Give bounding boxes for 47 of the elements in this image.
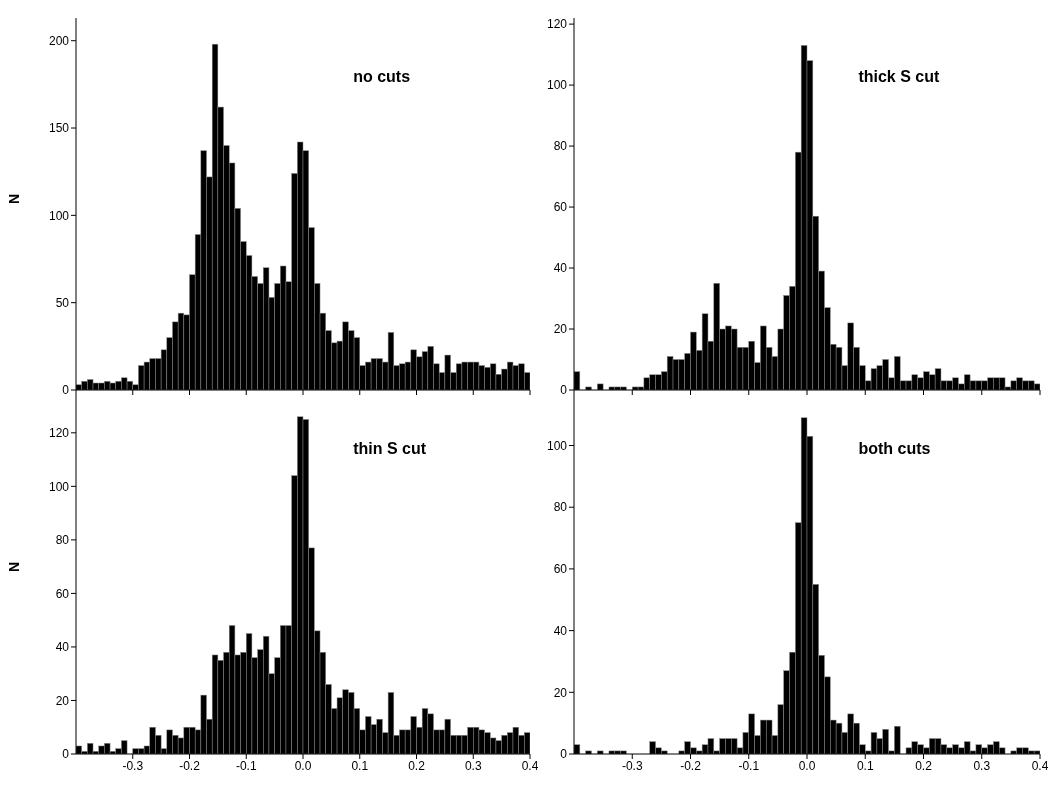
x-tick-label: 0.4: [521, 758, 539, 773]
y-tick-label: 40: [55, 640, 70, 655]
y-tick-label: 100: [546, 78, 568, 93]
x-tick-label: -0.3: [621, 758, 643, 773]
x-tick-label: 0.4: [1031, 758, 1049, 773]
y-tick-label: 20: [553, 685, 568, 700]
annotation: both cuts: [858, 440, 931, 458]
y-tick-label: 50: [55, 295, 70, 310]
y-tick-label: 100: [48, 479, 70, 494]
y-tick-label: 100: [48, 208, 70, 223]
y-tick-label: 120: [48, 426, 70, 441]
y-tick-label: 60: [553, 562, 568, 577]
x-tick-label: 0.0: [798, 758, 816, 773]
x-tick-label: -0.2: [680, 758, 702, 773]
annotation: thick S cut: [858, 68, 940, 86]
y-tick-label: 80: [553, 500, 568, 515]
x-tick-label: 0.2: [408, 758, 426, 773]
y-tick-label: 0: [560, 383, 568, 398]
y-tick-label: 80: [55, 533, 70, 548]
y-tick-label: 100: [546, 438, 568, 453]
y-tick-label: 0: [62, 383, 70, 398]
y-axis-title: N: [5, 193, 22, 204]
y-tick-label: 200: [48, 33, 70, 48]
x-tick-label: 0.0: [294, 758, 312, 773]
y-tick-label: 20: [55, 693, 70, 708]
y-tick-label: 40: [553, 623, 568, 638]
y-tick-label: 20: [553, 322, 568, 337]
y-tick-label: 150: [48, 121, 70, 136]
x-tick-label: 0.1: [856, 758, 874, 773]
y-tick-label: 60: [55, 586, 70, 601]
x-tick-label: -0.1: [235, 758, 257, 773]
y-tick-label: 60: [553, 200, 568, 215]
x-tick-label: -0.2: [179, 758, 201, 773]
x-tick-label: 0.2: [915, 758, 933, 773]
x-tick-label: 0.3: [973, 758, 991, 773]
y-tick-label: 120: [546, 17, 568, 32]
y-tick-label: 80: [553, 139, 568, 154]
annotation: no cuts: [353, 68, 411, 86]
y-tick-label: 40: [553, 261, 568, 276]
y-tick-label: 0: [560, 747, 568, 762]
x-tick-label: -0.1: [738, 758, 760, 773]
x-tick-label: 0.3: [464, 758, 482, 773]
x-tick-label: -0.3: [122, 758, 144, 773]
y-tick-label: 0: [62, 747, 70, 762]
y-axis-title: N: [5, 561, 22, 572]
x-tick-label: 0.1: [351, 758, 369, 773]
annotation: thin S cut: [353, 440, 427, 458]
